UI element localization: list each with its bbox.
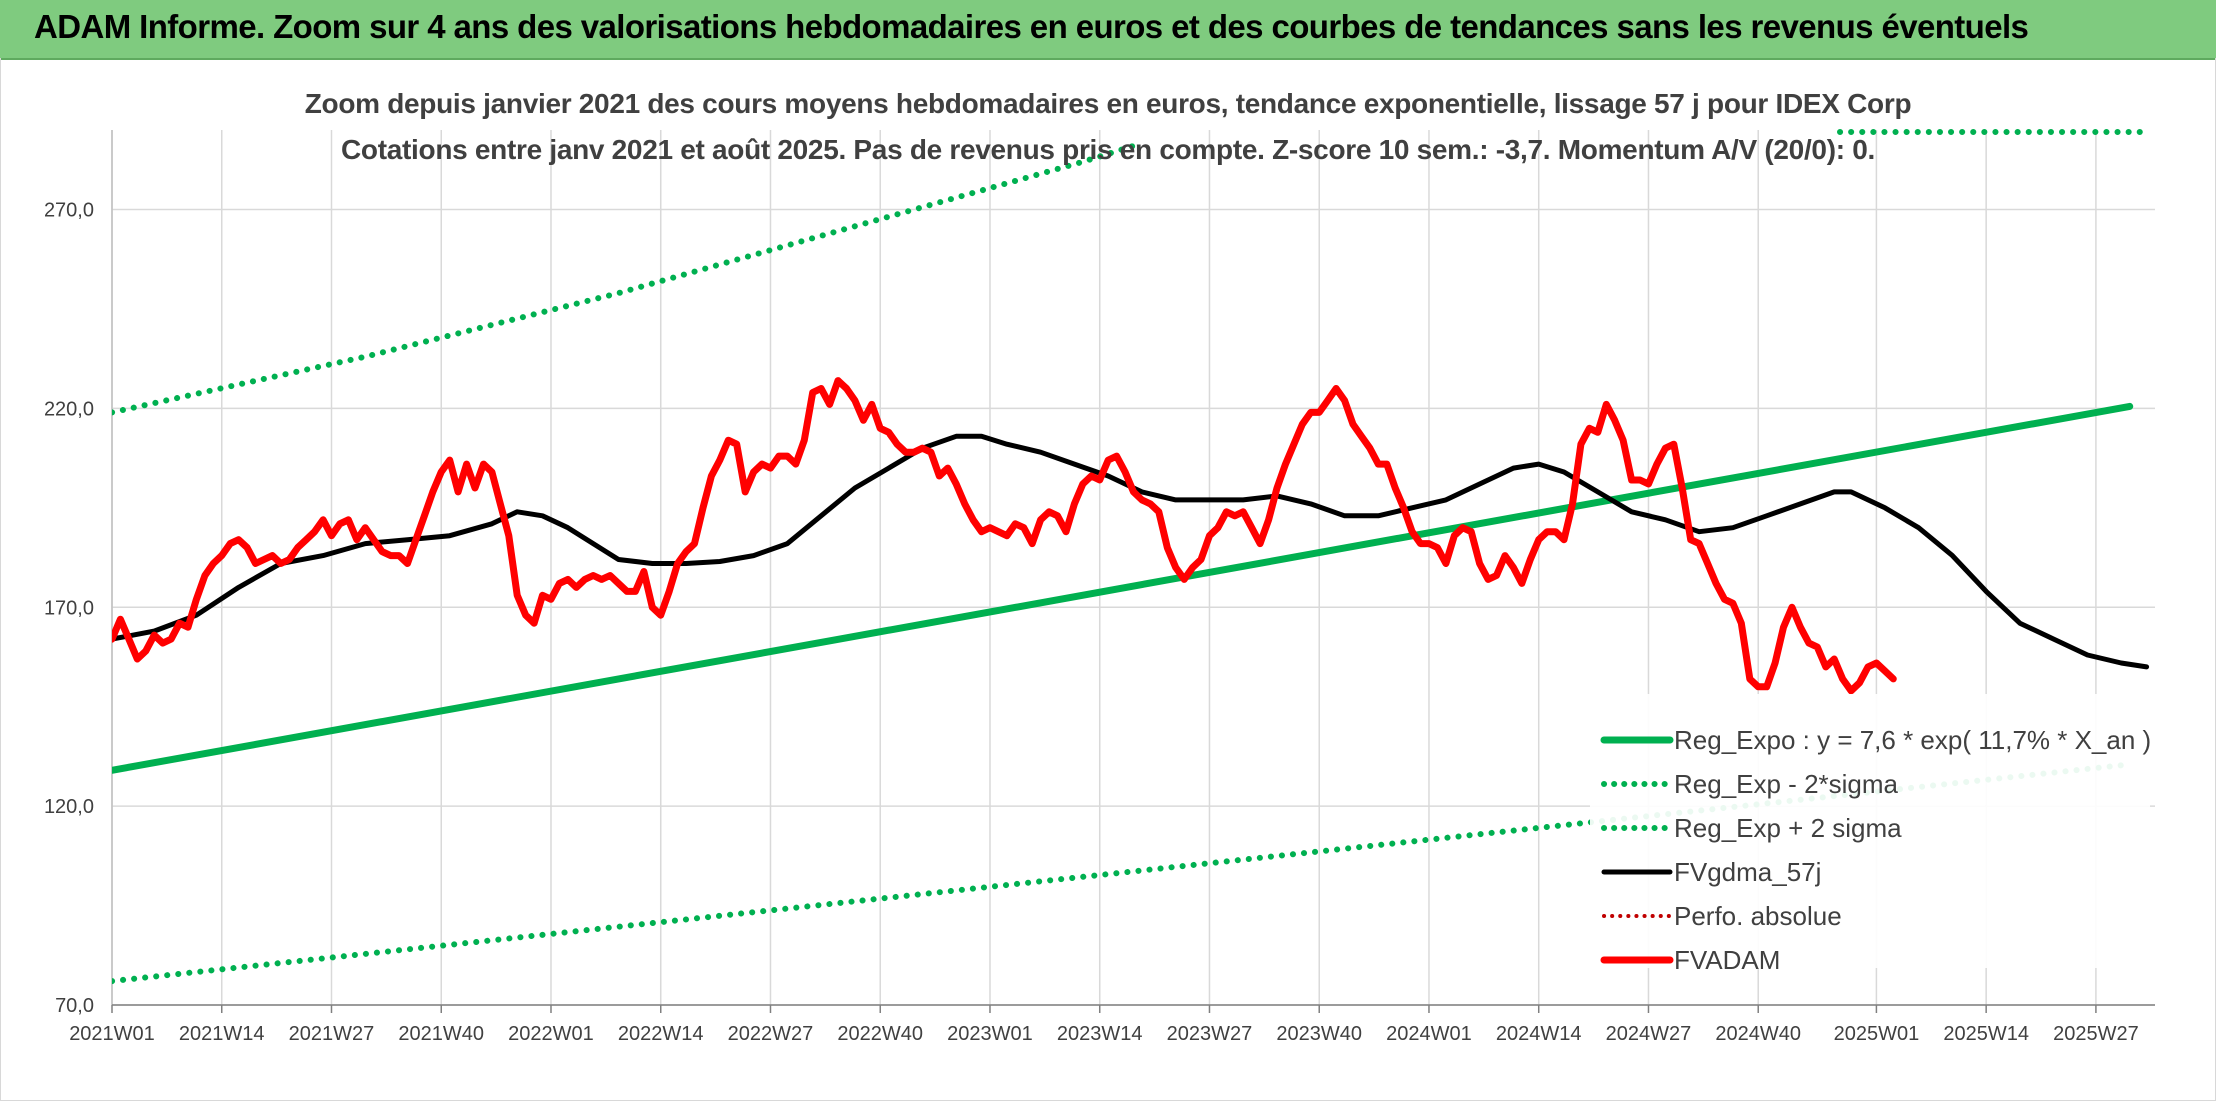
series-line-5 [112,377,1897,695]
y-tick-label: 120,0 [44,796,94,818]
x-tick-label: 2023W14 [1057,1023,1143,1045]
x-tick-label: 2025W01 [1834,1023,1920,1045]
x-tick-label: 2024W27 [1606,1023,1692,1045]
report-title: ADAM Informe. Zoom sur 4 ans des valoris… [34,8,2029,45]
legend-label-0: Reg_Expo : y = 7,6 * exp( 11,7% * X_an ) [1674,725,2151,755]
x-tick-label: 2023W01 [947,1023,1033,1045]
legend-label-4: Perfo. absolue [1674,901,1842,931]
series-line-0 [112,402,2134,774]
y-tick-label: 70,0 [55,995,94,1017]
legend-background [1590,694,2150,968]
y-tick-label: 170,0 [44,597,94,619]
x-tick-label: 2022W40 [837,1023,923,1045]
report-banner: ADAM Informe. Zoom sur 4 ans des valoris… [0,0,2216,60]
legend-label-1: Reg_Exp - 2*sigma [1674,769,1899,799]
x-tick-label: 2021W14 [179,1023,265,1045]
x-tick-label: 2021W40 [398,1023,484,1045]
y-tick-label: 270,0 [44,200,94,222]
chart-title-line1: Zoom depuis janvier 2021 des cours moyen… [304,88,1912,119]
x-tick-label: 2023W27 [1167,1023,1253,1045]
x-tick-label: 2024W40 [1715,1023,1801,1045]
x-tick-label: 2022W01 [508,1023,594,1045]
legend-label-2: Reg_Exp + 2 sigma [1674,813,1902,843]
legend-label-5: FVADAM [1674,945,1780,975]
x-tick-label: 2025W14 [1943,1023,2029,1045]
x-tick-label: 2024W14 [1496,1023,1582,1045]
x-tick-label: 2024W01 [1386,1023,1472,1045]
x-tick-label: 2021W01 [69,1023,155,1045]
chart-title-line2: Cotations entre janv 2021 et août 2025. … [341,134,1875,165]
x-tick-label: 2023W40 [1276,1023,1362,1045]
x-tick-label: 2021W27 [289,1023,375,1045]
x-tick-label: 2022W27 [728,1023,814,1045]
legend-label-3: FVgdma_57j [1674,857,1821,887]
series-line-2 [112,142,1137,416]
x-tick-label: 2025W27 [2053,1023,2139,1045]
y-tick-label: 220,0 [44,398,94,420]
series-line-3 [112,433,2150,670]
x-tick-label: 2022W14 [618,1023,704,1045]
